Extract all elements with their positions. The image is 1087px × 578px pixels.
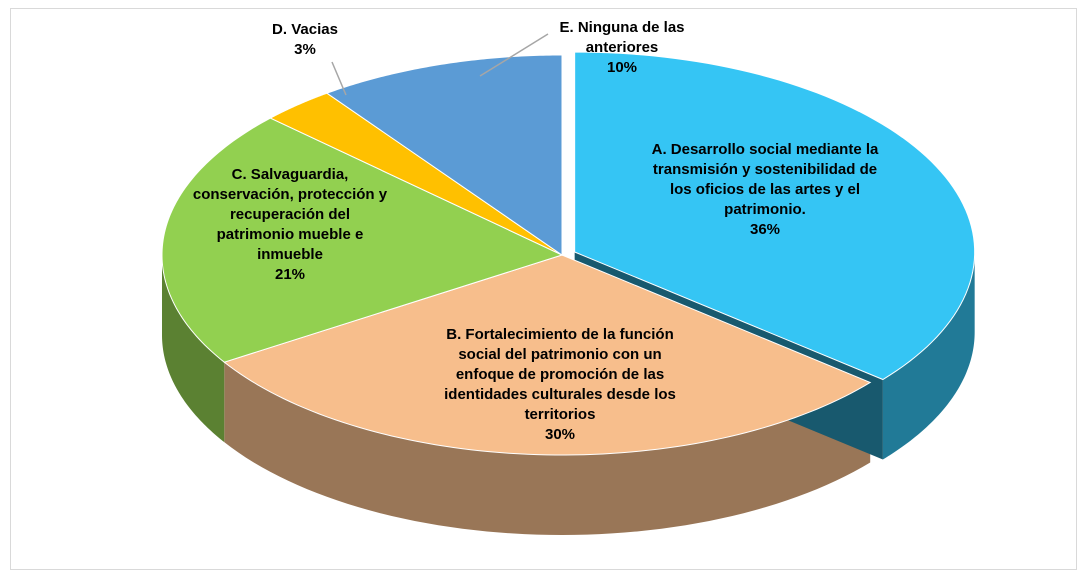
pie <box>161 51 976 535</box>
slice <box>325 54 563 256</box>
leader-line <box>331 61 347 96</box>
slice <box>223 254 872 456</box>
category-label: B. Fortalecimiento de la función social … <box>444 326 676 423</box>
slice <box>161 117 564 363</box>
value-label: 36% <box>749 221 781 238</box>
data-label: C. Salvaguardia, conservación, protecció… <box>190 165 390 285</box>
category-label: E. Ninguna de las anteriores <box>559 19 685 56</box>
slice-side <box>162 255 225 443</box>
slice <box>574 51 976 381</box>
slice-side <box>224 362 871 535</box>
category-label: C. Salvaguardia, conservación, protecció… <box>192 166 388 263</box>
data-label: A. Desarrollo social mediante la transmi… <box>650 140 880 240</box>
value-label: 10% <box>606 59 638 76</box>
leader-line <box>479 33 549 77</box>
value-label: 30% <box>544 426 576 443</box>
slice-side <box>882 252 975 460</box>
data-label: D. Vacias 3% <box>245 20 365 60</box>
slice <box>269 92 563 256</box>
data-label: E. Ninguna de las anteriores 10% <box>537 18 707 78</box>
category-label: A. Desarrollo social mediante la transmi… <box>651 141 879 218</box>
data-label: B. Fortalecimiento de la función social … <box>440 325 680 445</box>
value-label: 21% <box>274 266 306 283</box>
category-label: D. Vacias <box>272 21 338 38</box>
value-label: 3% <box>294 41 316 58</box>
